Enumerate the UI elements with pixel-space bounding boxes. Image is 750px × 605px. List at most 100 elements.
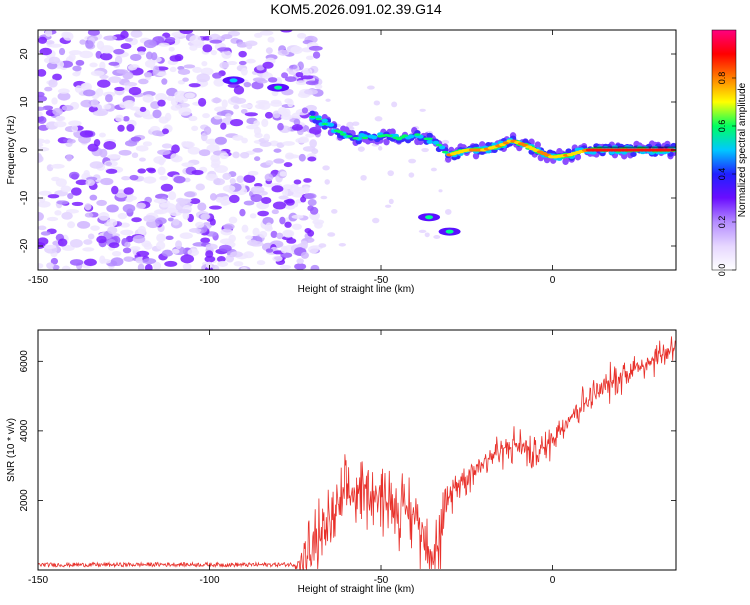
heatmap-cell xyxy=(159,202,170,208)
heatmap-cell xyxy=(85,179,95,186)
heatmap-cell xyxy=(241,224,249,233)
heatmap-cell xyxy=(99,52,113,61)
heatmap-cell xyxy=(217,260,229,267)
heatmap-cell xyxy=(143,215,156,223)
heatmap-cell xyxy=(54,210,62,216)
heatmap-cell xyxy=(103,35,118,41)
heatmap-cell xyxy=(89,194,98,201)
heatmap-cell xyxy=(129,174,139,181)
y-tick-label: 6000 xyxy=(19,350,30,373)
heatmap-cell xyxy=(44,86,53,92)
heatmap-cell xyxy=(108,76,122,83)
heatmap-cell xyxy=(98,132,106,138)
heatmap-cell xyxy=(50,163,65,169)
heatmap-cell xyxy=(303,178,312,183)
heatmap-cell xyxy=(274,85,283,90)
heatmap-cell xyxy=(139,106,147,112)
heatmap-cell xyxy=(169,55,182,62)
heatmap-cell xyxy=(58,47,66,56)
heatmap-cell xyxy=(195,183,206,191)
heatmap-cell xyxy=(100,177,114,186)
colorbar: 0.0 0.2 0.4 0.6 0.8 Normalized spectral ampl… xyxy=(711,29,748,276)
heatmap-cell xyxy=(55,115,66,122)
heatmap-cell xyxy=(122,115,130,122)
heatmap-cell xyxy=(135,145,149,152)
heatmap-cell xyxy=(203,126,212,135)
heatmap-cell xyxy=(144,59,156,68)
heatmap-cell xyxy=(254,103,265,109)
heatmap-cell xyxy=(51,97,58,105)
heatmap-cell xyxy=(136,250,150,257)
heatmap-cell xyxy=(289,64,298,70)
heatmap-cell xyxy=(191,169,204,176)
heatmap-cell xyxy=(40,231,51,236)
heatmap-cell xyxy=(131,217,142,223)
heatmap-cell xyxy=(79,50,94,59)
y-tick-label: 4000 xyxy=(19,419,30,442)
heatmap-cell xyxy=(66,138,76,144)
heatmap-cell xyxy=(240,108,248,114)
heatmap-cell xyxy=(97,79,111,88)
heatmap-cell xyxy=(300,251,309,259)
heatmap-cell xyxy=(38,116,47,124)
heatmap-cell xyxy=(198,97,207,107)
heatmap-cell xyxy=(245,58,256,64)
heatmap-cell xyxy=(74,85,83,93)
heatmap-cell xyxy=(83,89,96,97)
heatmap-cell xyxy=(230,118,244,127)
heatmap-cell xyxy=(414,133,421,136)
heatmap-cell xyxy=(38,153,43,163)
heatmap-cell xyxy=(445,229,454,234)
heatmap-cell xyxy=(60,185,72,193)
heatmap-cell xyxy=(171,144,180,154)
heatmap-cell xyxy=(43,244,57,249)
heatmap-cell xyxy=(161,143,173,149)
heatmap-cell xyxy=(249,213,257,219)
heatmap-cell xyxy=(166,95,175,101)
heatmap-cell xyxy=(280,252,293,258)
heatmap-cell xyxy=(213,178,225,186)
y-tick-label: 0 xyxy=(19,147,30,153)
heatmap-cell xyxy=(374,116,383,122)
heatmap-cell xyxy=(243,251,255,259)
heatmap-cell xyxy=(105,168,118,174)
heatmap-cell xyxy=(90,98,99,108)
heatmap-cell xyxy=(223,223,235,230)
heatmap-cell xyxy=(408,158,417,164)
heatmap-cell xyxy=(83,258,97,267)
heatmap-cell xyxy=(130,53,142,61)
heatmap-cell xyxy=(156,233,167,243)
heatmap-cell xyxy=(137,263,145,270)
heatmap-cell xyxy=(239,208,246,217)
heatmap-cell xyxy=(214,115,222,120)
heatmap-cell xyxy=(279,216,286,225)
heatmap-cell xyxy=(216,111,228,116)
heatmap-cell xyxy=(48,79,58,88)
heatmap-cell xyxy=(243,174,256,183)
snr-frame xyxy=(37,329,677,571)
heatmap-cell xyxy=(62,245,75,251)
heatmap-cell xyxy=(271,209,279,215)
heatmap-cell xyxy=(272,201,287,210)
heatmap-cell xyxy=(106,218,118,227)
heatmap-cell xyxy=(95,87,104,97)
heatmap-cell xyxy=(39,47,53,56)
heatmap-cell xyxy=(262,61,274,69)
heatmap-cell xyxy=(164,260,178,267)
heatmap-cell xyxy=(38,142,44,148)
heatmap-cell xyxy=(99,255,106,264)
heatmap-cell xyxy=(232,134,244,141)
heatmap-cell xyxy=(110,257,124,267)
heatmap-cell xyxy=(424,232,430,238)
heatmap-cell xyxy=(289,185,300,193)
heatmap-cell xyxy=(370,135,378,140)
heatmap-cell xyxy=(188,227,202,233)
heatmap-cell xyxy=(124,99,135,108)
x-tick-label: 0 xyxy=(550,275,556,286)
spectrogram-y-ticks: -20 -10 0 10 20 xyxy=(19,48,676,253)
heatmap-cell xyxy=(280,245,288,254)
heatmap-cell xyxy=(300,75,314,80)
heatmap-cell xyxy=(278,195,289,200)
heatmap-cell xyxy=(305,104,317,112)
heatmap-cell xyxy=(38,68,47,77)
